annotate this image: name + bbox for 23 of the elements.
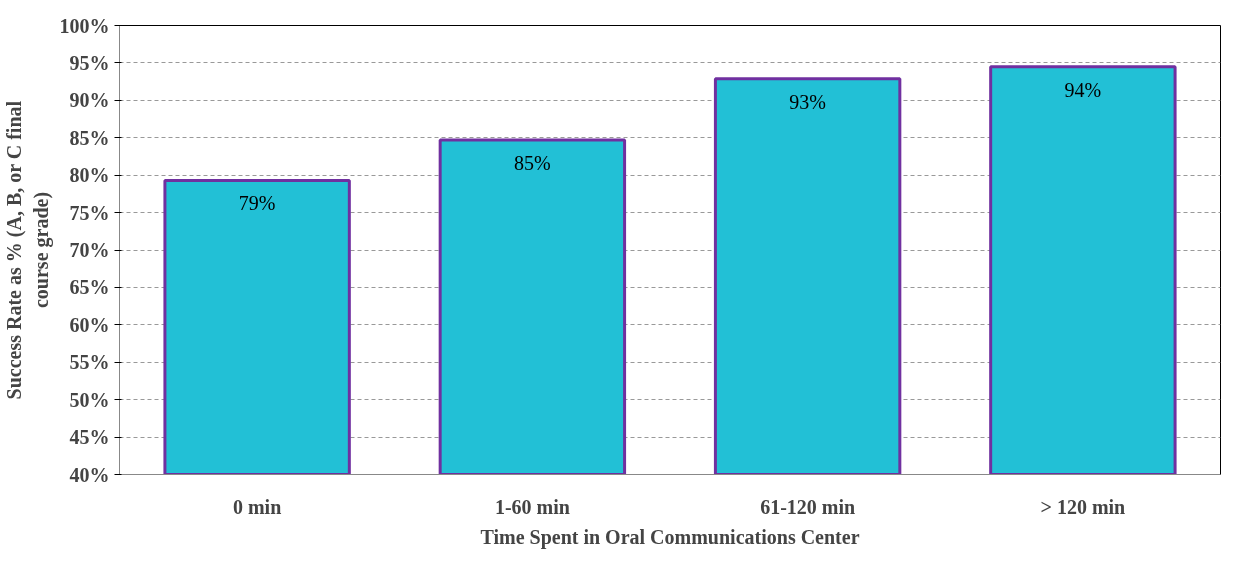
x-tick-label: 0 min <box>232 495 282 518</box>
y-tick-label: 85% <box>69 126 110 149</box>
y-tick-label: 50% <box>69 388 110 411</box>
y-tick-label: 45% <box>69 426 110 449</box>
data-label: 85% <box>514 151 551 174</box>
y-tick-label: 70% <box>69 239 110 261</box>
x-tick-label: 61-120 min <box>760 495 856 518</box>
data-label: 79% <box>238 192 276 215</box>
y-tick-label: 40% <box>69 463 110 486</box>
y-tick-label: 55% <box>69 351 110 374</box>
y-tick-label: 90% <box>69 89 110 112</box>
y-tick-label: 75% <box>69 201 110 224</box>
x-axis-title: Time Spent in Oral Communications Center <box>480 525 860 549</box>
y-axis-title: Success Rate as % (A, B, or C final course grade) <box>3 100 53 400</box>
y-tick-label: 80% <box>69 164 110 187</box>
y-tick-label: 60% <box>69 313 110 336</box>
y-tick-label: 100% <box>59 14 110 37</box>
y-tick-label: 65% <box>69 276 110 299</box>
x-tick-label: 1-60 min <box>494 495 570 518</box>
data-label: 94% <box>1064 78 1102 101</box>
y-tick-label: 95% <box>69 51 110 74</box>
x-tick-label: > 120 min <box>1040 495 1126 518</box>
data-label: 93% <box>789 90 826 113</box>
